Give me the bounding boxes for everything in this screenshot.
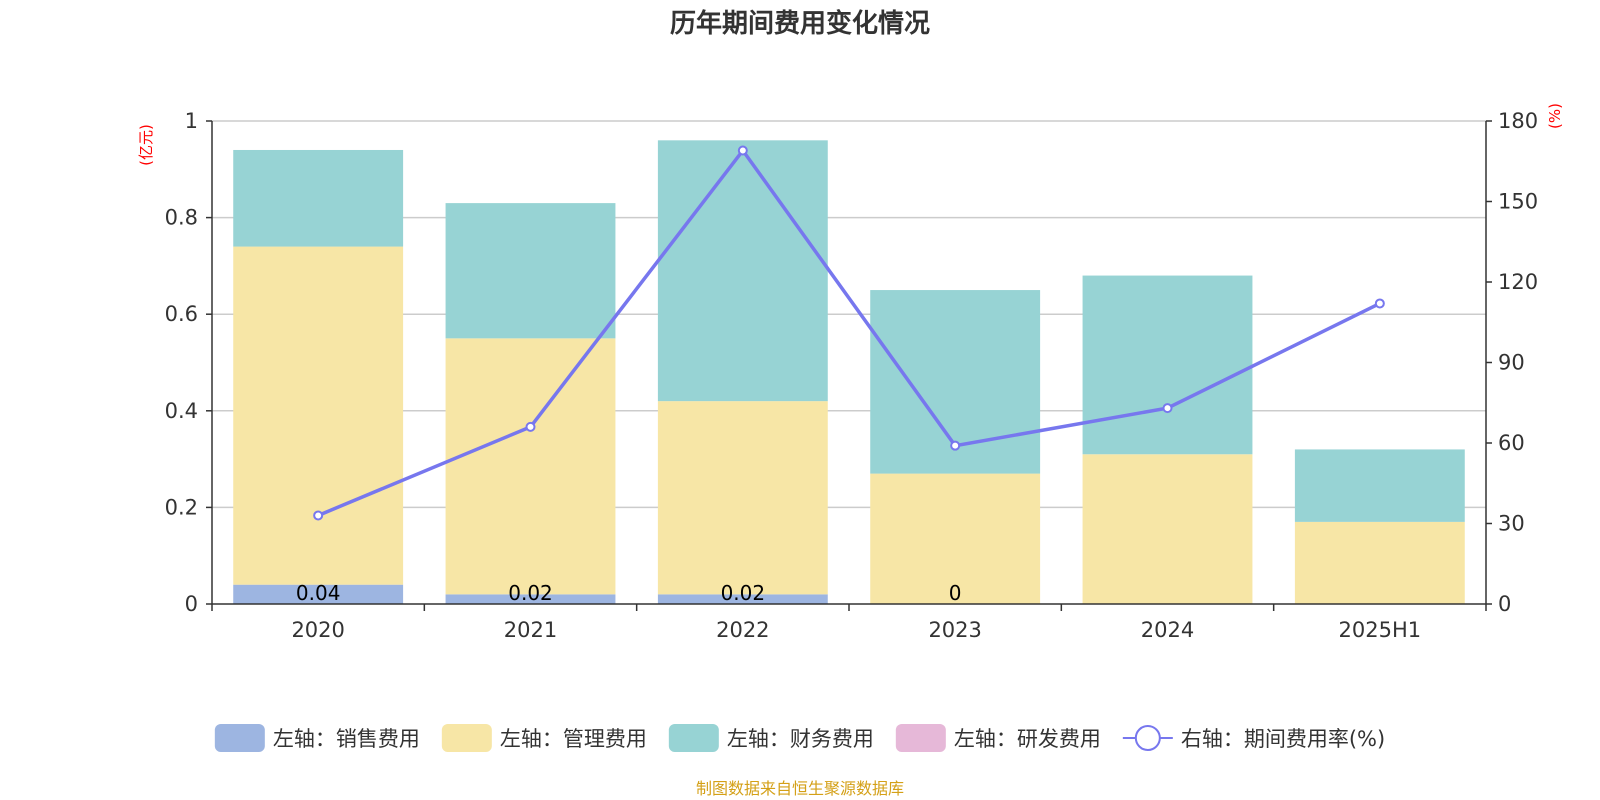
x-axis-tick-label: 2025H1 (1339, 618, 1422, 642)
x-axis-tick-label: 2024 (1141, 618, 1194, 642)
legend-label: 左轴：财务费用 (727, 727, 874, 751)
line-point (1162, 403, 1173, 414)
legend-swatch (441, 724, 492, 752)
legend-label: 右轴：期间费用率(%) (1181, 727, 1385, 751)
legend-label: 左轴：管理费用 (500, 727, 647, 751)
line-series-group (313, 145, 1385, 521)
line-point (313, 510, 324, 521)
data-labels: 0.04 0.02 0.02 0 (296, 581, 962, 605)
bar-segment (657, 401, 828, 595)
bar-segment (1294, 521, 1465, 604)
right-axis-tick-label: 90 (1498, 351, 1525, 375)
left-axis-tick-label: 1 (185, 109, 198, 133)
axes: 0 0.2 0.4 0.6 0.8 1 0 30 60 90 120 150 180 2020 2021 20… (165, 109, 1539, 642)
left-axis-tick-label: 0.4 (165, 399, 198, 423)
x-axis-tick-label: 2022 (716, 618, 769, 642)
line-point (1374, 298, 1385, 309)
bar-segment (1294, 449, 1465, 522)
bar-data-label: 0 (949, 581, 962, 605)
legend-label: 左轴：研发费用 (954, 727, 1101, 751)
line-point (737, 145, 748, 156)
bar-segment (445, 338, 616, 595)
bar-data-label: 0.04 (296, 581, 341, 605)
left-axis-tick-label: 0 (185, 592, 198, 616)
left-axis-tick-label: 0.6 (165, 302, 198, 326)
legend-swatch (895, 724, 946, 752)
left-axis-tick-label: 0.8 (165, 206, 198, 230)
bar-segment (657, 140, 828, 402)
right-axis-tick-label: 30 (1498, 512, 1525, 536)
legend: 左轴：销售费用 左轴：管理费用 左轴：财务费用 左轴：研发费用 右轴：期间费用率(%) (214, 724, 1385, 752)
line-point (525, 421, 536, 432)
legend-swatch (668, 724, 719, 752)
bar-data-label: 0.02 (508, 581, 553, 605)
right-axis-tick-label: 180 (1498, 109, 1538, 133)
data-source-note: 制图数据来自恒生聚源数据库 (696, 779, 904, 798)
right-axis-unit: (%) (1546, 103, 1564, 129)
left-axis-unit: (亿元) (137, 124, 155, 166)
bar-data-label: 0.02 (721, 581, 766, 605)
x-axis-tick-label: 2023 (928, 618, 981, 642)
bar-segment (1082, 275, 1253, 455)
right-axis-tick-label: 60 (1498, 431, 1525, 455)
chart-title: 历年期间费用变化情况 (670, 8, 930, 39)
bar-segment (233, 584, 404, 604)
right-axis-tick-label: 120 (1498, 270, 1538, 294)
bar-segment (233, 246, 404, 585)
x-axis-tick-label: 2021 (504, 618, 557, 642)
legend-swatch (214, 724, 265, 752)
bar-segment (445, 594, 616, 604)
bar-series-group (233, 140, 1465, 604)
right-axis-tick-label: 0 (1498, 592, 1511, 616)
legend-label: 左轴：销售费用 (273, 727, 420, 751)
bar-segment (870, 473, 1041, 604)
x-axis-tick-label: 2020 (291, 618, 344, 642)
bar-segment (233, 149, 404, 247)
bar-segment (445, 203, 616, 339)
grid-lines (212, 120, 1486, 509)
bar-segment (1082, 454, 1253, 604)
left-axis-tick-label: 0.2 (165, 495, 198, 519)
line-series-path (317, 147, 1381, 518)
right-axis-tick-label: 150 (1498, 190, 1538, 214)
line-point (950, 440, 961, 451)
bar-segment (657, 594, 828, 604)
legend-marker (1134, 725, 1161, 751)
